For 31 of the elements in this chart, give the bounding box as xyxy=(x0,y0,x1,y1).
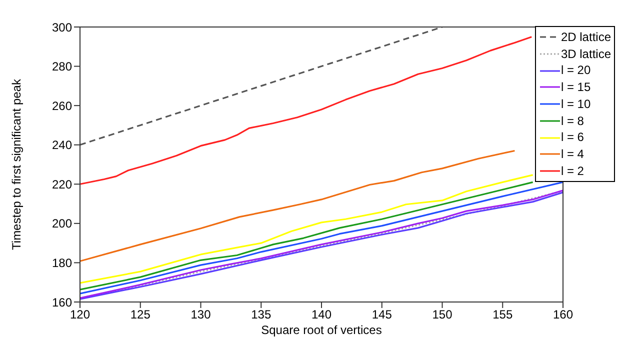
line-series xyxy=(80,27,444,146)
legend-label: l = 10 xyxy=(560,96,591,113)
legend-label: l = 8 xyxy=(560,112,584,130)
x-tick-label: 130 xyxy=(190,308,212,322)
legend-label: l = 15 xyxy=(560,79,591,96)
legend-label: l = 4 xyxy=(560,146,584,163)
legend-label: 2D lattice xyxy=(560,29,611,46)
x-tick-label: 135 xyxy=(251,308,272,322)
y-tick-label: 160 xyxy=(52,295,72,310)
legend-label: l = 6 xyxy=(560,129,584,146)
y-tick-label: 200 xyxy=(52,216,72,231)
legend-label: l = 20 xyxy=(560,62,591,80)
y-axis-title: Timestep to first significant peak xyxy=(9,78,24,250)
legend-label: 3D lattice xyxy=(560,46,611,62)
line-series xyxy=(80,150,516,262)
line-series xyxy=(80,36,532,185)
x-tick-label: 155 xyxy=(492,308,513,322)
x-tick-label: 125 xyxy=(130,308,151,322)
y-tick-label: 240 xyxy=(52,138,72,152)
x-tick-label: 160 xyxy=(552,308,574,322)
x-axis-title: Square root of vertices xyxy=(261,323,382,337)
y-tick-label: 280 xyxy=(52,60,72,74)
x-tick-label: 140 xyxy=(311,308,332,322)
x-tick-label: 120 xyxy=(70,308,90,322)
y-tick-label: 260 xyxy=(52,98,72,113)
y-tick-label: 220 xyxy=(52,177,72,192)
y-tick-label: 300 xyxy=(52,20,72,34)
y-tick-label: 180 xyxy=(52,256,72,270)
legend-label: l = 2 xyxy=(560,162,584,180)
x-tick-label: 145 xyxy=(372,308,392,322)
x-tick-label: 150 xyxy=(432,308,453,322)
